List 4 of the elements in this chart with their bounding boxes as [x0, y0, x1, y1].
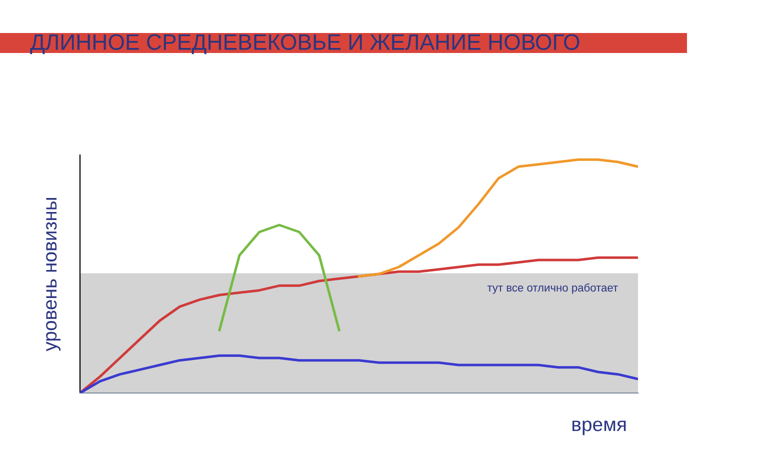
- chart-title: ДЛИННОЕ СРЕДНЕВЕКОВЬЕ И ЖЕЛАНИЕ НОВОГО: [30, 34, 580, 54]
- band-label: тут все отлично работает: [487, 283, 618, 294]
- x-axis-title: время: [572, 420, 626, 436]
- y-axis-title: уровень новизны: [46, 198, 61, 352]
